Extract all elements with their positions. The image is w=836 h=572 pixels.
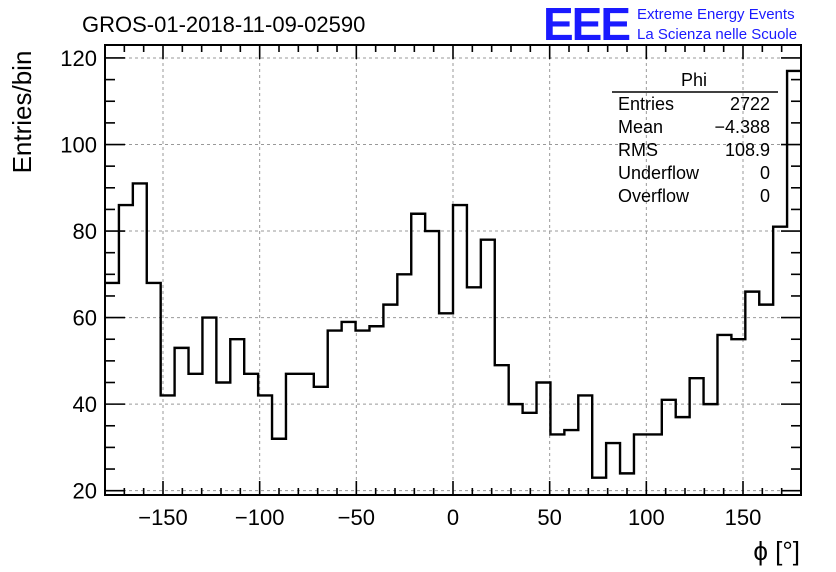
axis-ticks — [105, 45, 801, 495]
stats-row-label: Entries — [618, 94, 674, 114]
x-tick-label: 50 — [537, 505, 561, 530]
eee-logo-mark: EEE — [543, 0, 629, 50]
y-tick-label: 120 — [60, 46, 97, 71]
stats-row-value: 0 — [760, 186, 770, 206]
x-tick-label: 150 — [725, 505, 762, 530]
y-tick-label: 20 — [73, 479, 97, 504]
stats-rows: Entries 2722 Mean −4.388 RMS 108.9 Underflow 0 O… — [618, 94, 770, 206]
y-tick-label: 40 — [73, 392, 97, 417]
y-tick-labels: 20 40 60 80 100 120 — [60, 46, 97, 504]
grid-lines — [105, 45, 801, 495]
x-axis-title: ϕ [°] — [753, 536, 800, 566]
eee-logo: EEE Extreme Energy Events La Scienza nel… — [543, 0, 797, 50]
logo-line-1: Extreme Energy Events — [637, 6, 795, 23]
stats-box-title: Phi — [681, 70, 707, 90]
x-tick-label: 0 — [447, 505, 459, 530]
stats-row-label: Underflow — [618, 163, 700, 183]
stats-row-value: 0 — [760, 163, 770, 183]
chart-title: GROS-01-2018-11-09-02590 — [82, 12, 365, 37]
stats-row-value: −4.388 — [714, 117, 770, 137]
x-tick-label: −50 — [338, 505, 375, 530]
stats-box: Phi Entries 2722 Mean −4.388 RMS 108.9 Underfl… — [612, 70, 778, 206]
stats-row-label: Overflow — [618, 186, 690, 206]
x-tick-label: 100 — [628, 505, 665, 530]
stats-row-value: 108.9 — [725, 140, 770, 160]
y-axis-title: Entries/bin — [7, 51, 37, 174]
x-tick-label: −100 — [235, 505, 285, 530]
stats-row-label: Mean — [618, 117, 663, 137]
y-tick-label: 100 — [60, 133, 97, 158]
stats-row-label: RMS — [618, 140, 658, 160]
y-tick-label: 60 — [73, 306, 97, 331]
logo-line-2: La Scienza nelle Scuole — [637, 26, 797, 43]
x-tick-label: −150 — [138, 505, 188, 530]
stats-row-value: 2722 — [730, 94, 770, 114]
y-tick-label: 80 — [73, 219, 97, 244]
histogram-series-phi — [105, 69, 801, 479]
x-tick-labels: −150 −100 −50 0 50 100 150 — [138, 505, 761, 530]
